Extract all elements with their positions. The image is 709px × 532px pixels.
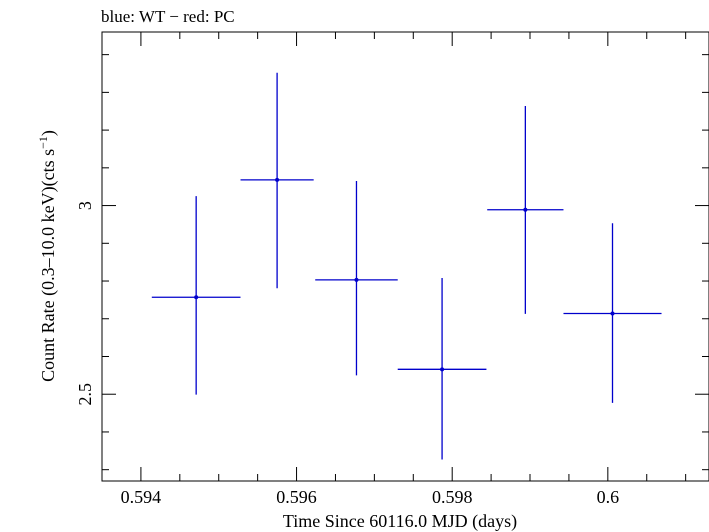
data-marker	[275, 177, 280, 182]
x-tick-label: 0.6	[597, 487, 620, 507]
y-axis-label-main: Count Rate (0.3–10.0 keV)(cts s	[38, 149, 59, 382]
x-tick-label: 0.594	[121, 487, 162, 507]
plot-frame	[101, 31, 709, 482]
y-tick-label: 2.5	[75, 383, 95, 406]
data-marker	[610, 311, 615, 316]
data-points	[151, 72, 662, 460]
data-marker	[523, 207, 528, 212]
data-marker	[194, 295, 199, 300]
chart-title: blue: WT − red: PC	[101, 7, 235, 26]
data-point	[487, 105, 564, 314]
x-tick-label: 0.598	[432, 487, 473, 507]
data-marker	[354, 277, 359, 282]
data-point	[151, 196, 241, 395]
x-tick-labels: 0.594 0.596 0.598 0.6	[121, 487, 619, 507]
axis-ticks	[101, 32, 709, 481]
data-point	[315, 181, 398, 376]
y-axis-label: Count Rate (0.3–10.0 keV)(cts s−1)	[36, 130, 59, 382]
y-tick-label: 3	[75, 201, 95, 210]
y-tick-labels: 2.53	[75, 201, 95, 405]
data-point	[397, 278, 487, 460]
data-point	[240, 72, 314, 289]
x-axis-label: Time Since 60116.0 MJD (days)	[283, 511, 517, 532]
data-point	[563, 223, 662, 403]
data-marker	[440, 367, 445, 372]
y-axis-label-close: )	[38, 130, 59, 136]
y-axis-label-exponent: −1	[36, 136, 50, 149]
x-tick-label: 0.596	[276, 487, 317, 507]
